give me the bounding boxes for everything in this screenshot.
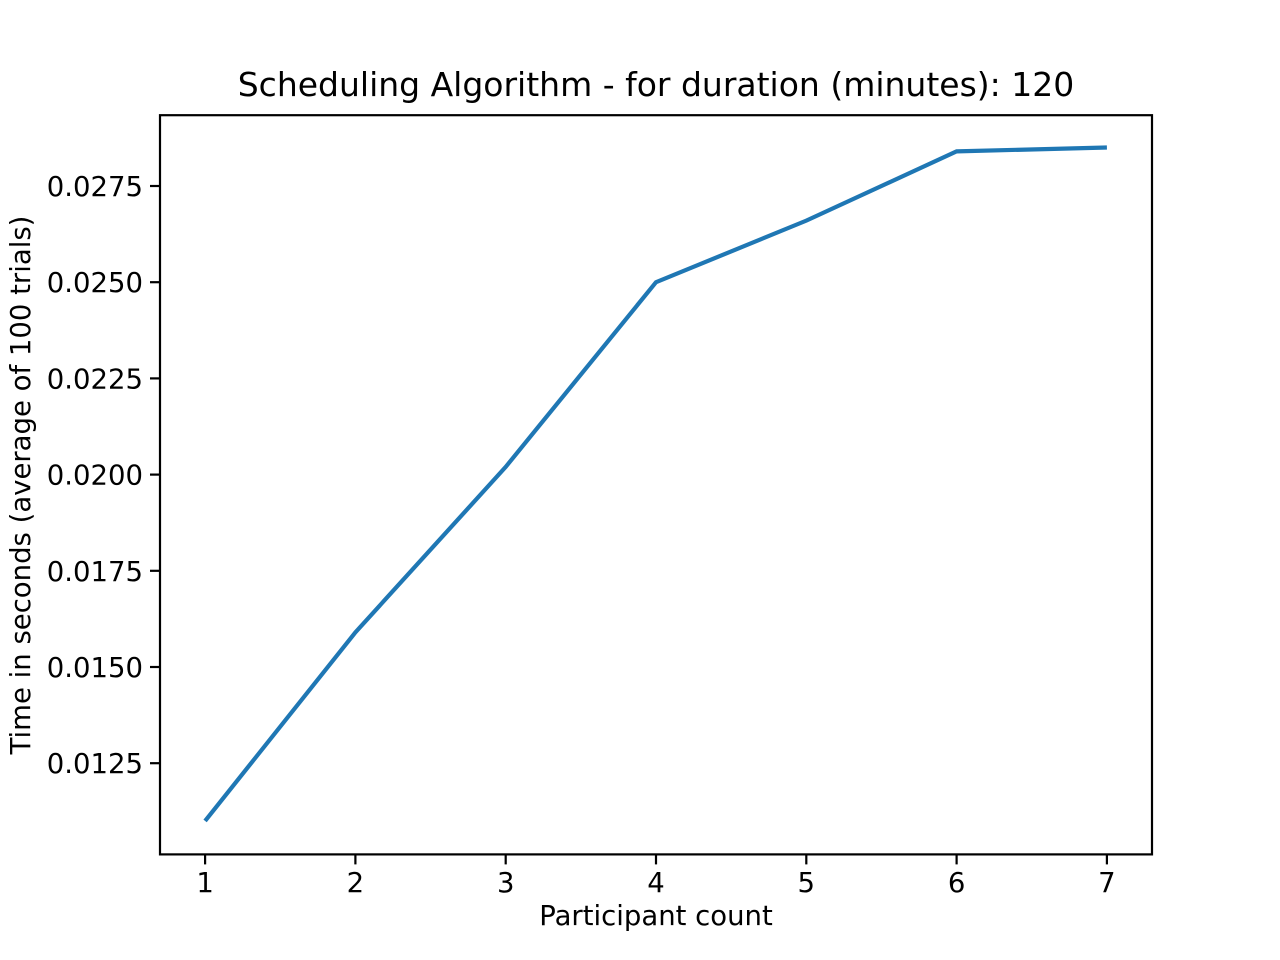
y-tick-label: 0.0200: [47, 460, 143, 492]
y-tick-label: 0.0275: [47, 171, 143, 203]
y-axis-label: Time in seconds (average of 100 trials): [5, 216, 37, 756]
x-tick-label: 7: [1098, 867, 1116, 899]
data-line: [203, 145, 1107, 823]
y-axis-ticks: 0.0125 0.0150 0.0175 0.0200 0.0225 0.0250 0.02…: [47, 171, 160, 780]
axes-box: [158, 114, 1154, 856]
x-axis-ticks: 1 2 3 4 5 6 7: [196, 854, 1116, 899]
y-tick-label: 0.0175: [47, 556, 143, 588]
x-tick-label: 3: [497, 867, 515, 899]
y-tick-label: 0.0125: [47, 748, 143, 780]
chart-title: Scheduling Algorithm - for duration (min…: [238, 65, 1075, 104]
x-tick-label: 1: [196, 867, 214, 899]
x-tick-label: 2: [347, 867, 365, 899]
y-tick-label: 0.0250: [47, 267, 143, 299]
y-tick-label: 0.0150: [47, 652, 143, 684]
x-tick-label: 4: [647, 867, 665, 899]
y-tick-label: 0.0225: [47, 363, 143, 395]
x-tick-label: 6: [948, 867, 966, 899]
x-tick-label: 5: [798, 867, 816, 899]
x-axis-label: Participant count: [539, 900, 773, 932]
